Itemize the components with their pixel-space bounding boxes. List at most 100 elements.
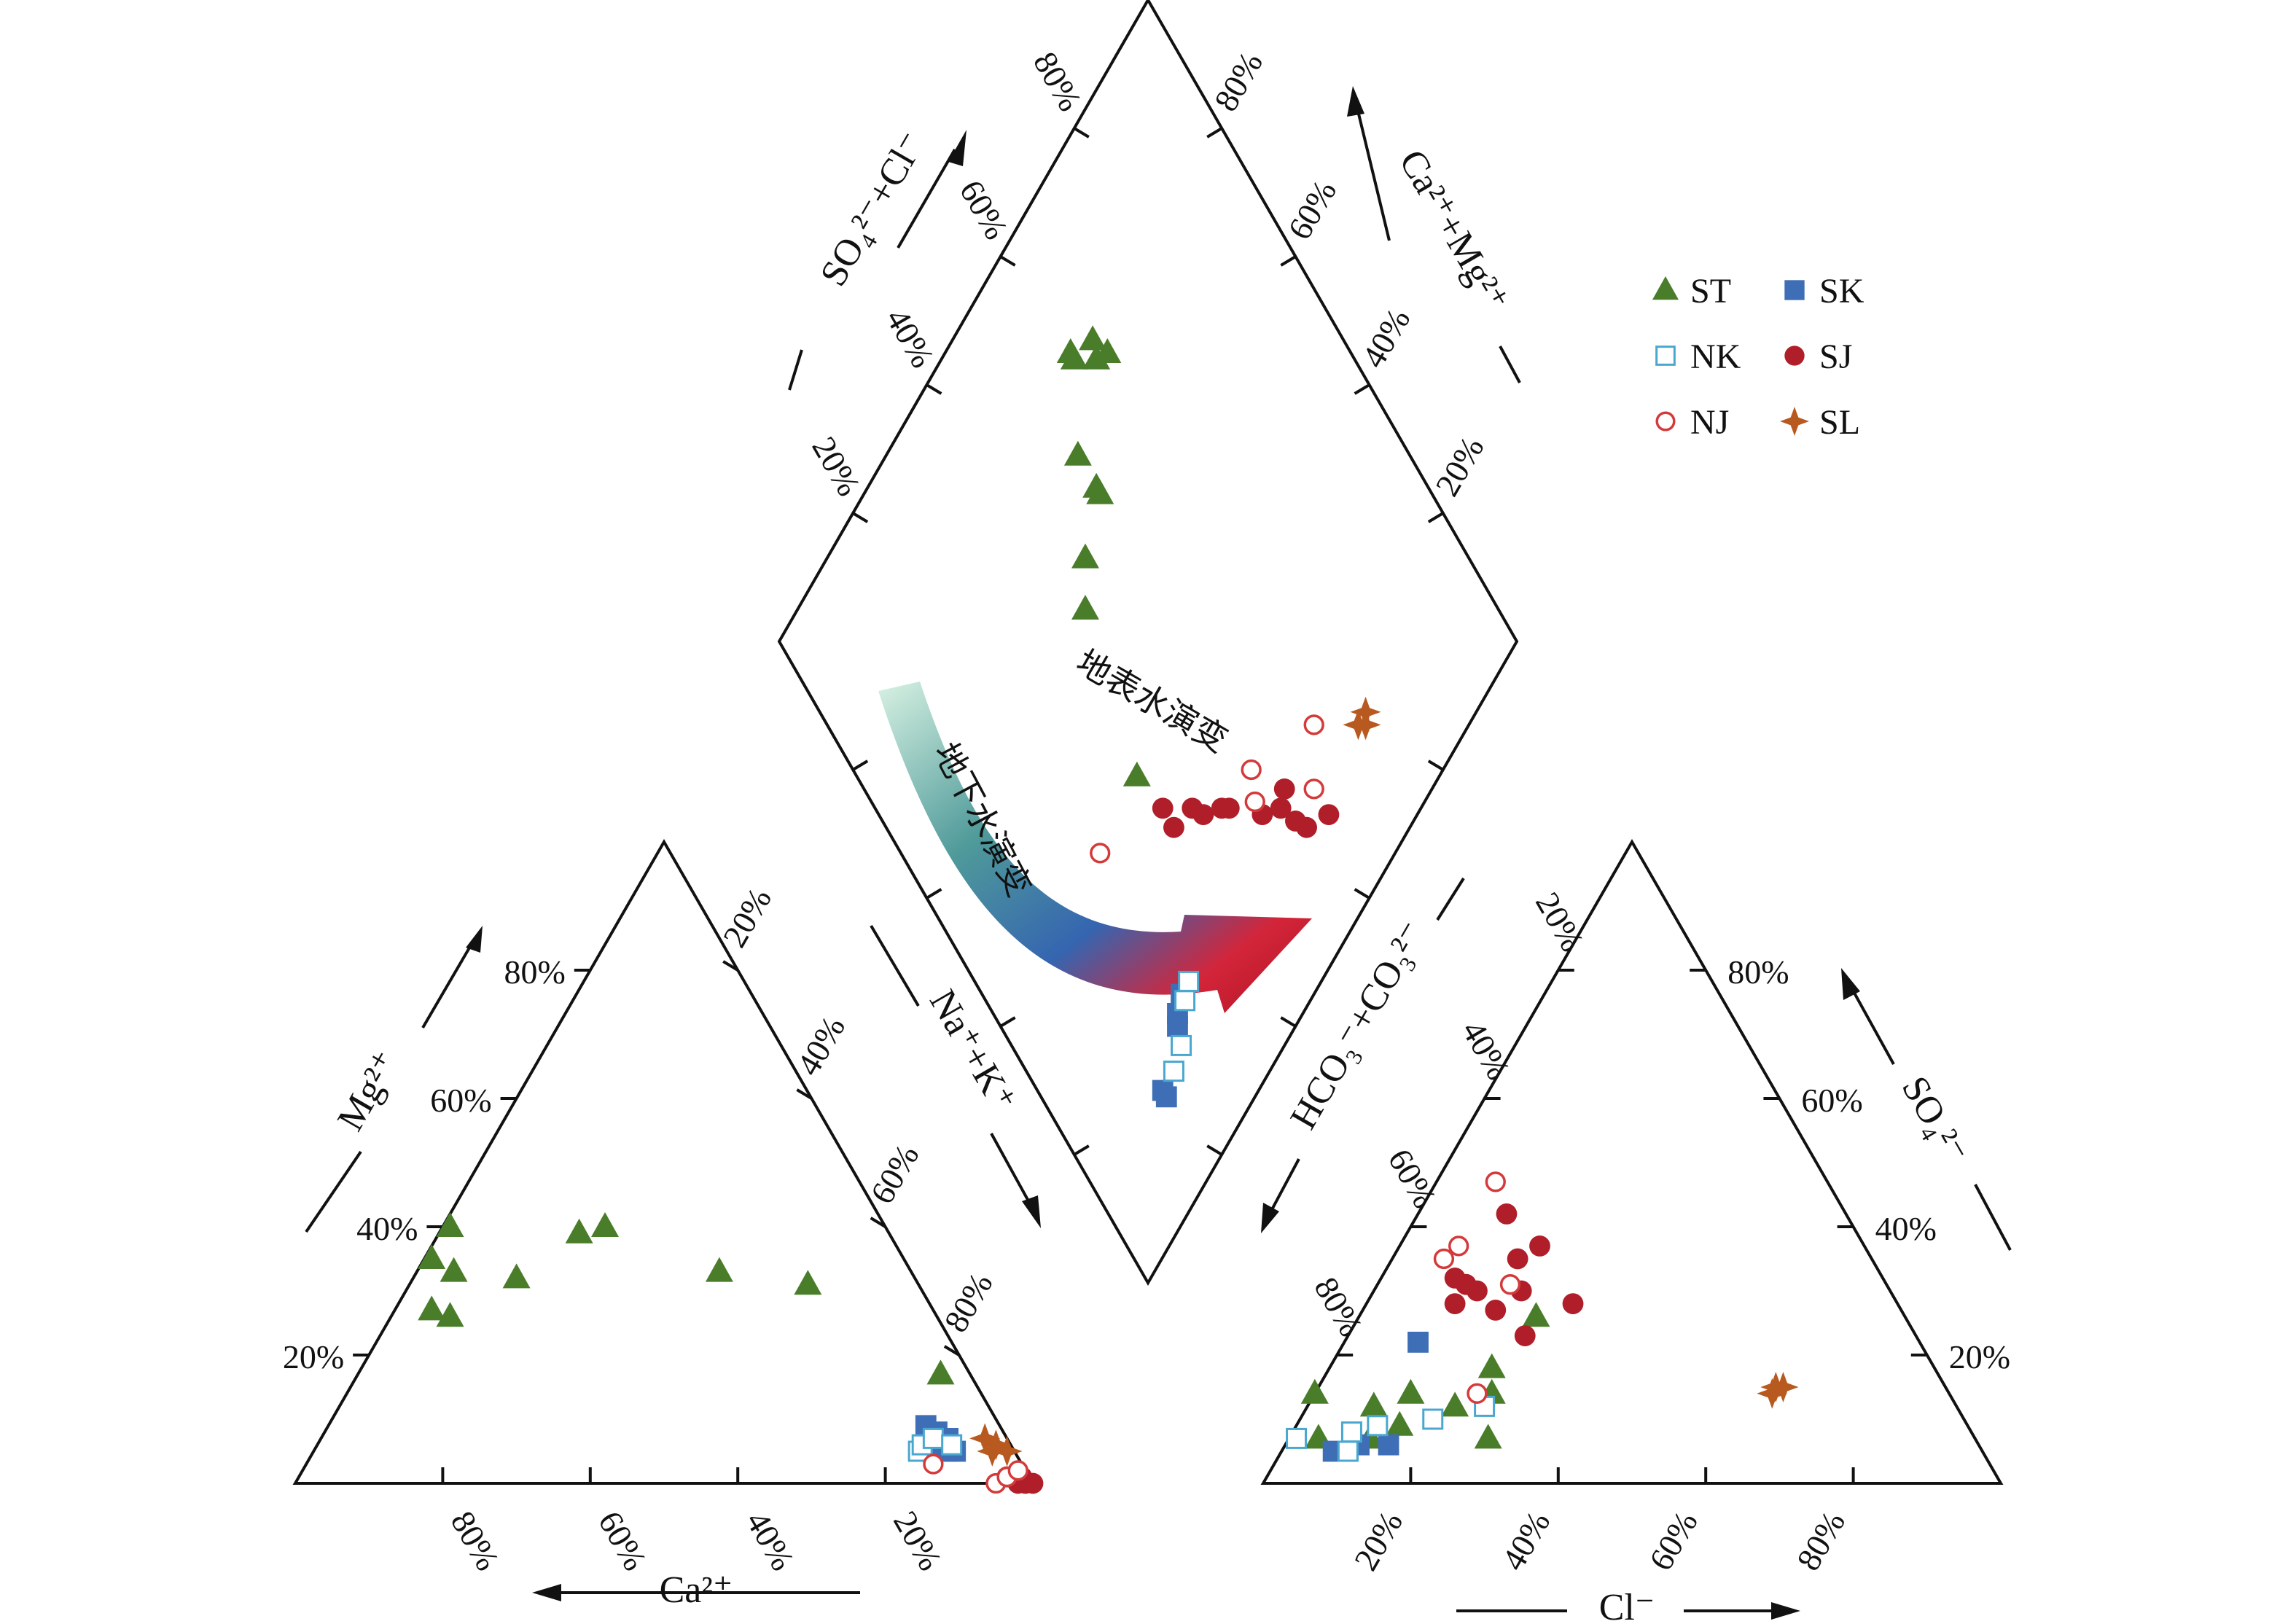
legend-marker-nk (1655, 346, 1676, 366)
point-sj-diamond (1318, 804, 1340, 825)
tick-so4-cl (1073, 127, 1090, 138)
point-sj-diamond (1270, 797, 1292, 819)
tick-label-cl: 40% (1494, 1505, 1557, 1577)
point-nk-cation (922, 1427, 944, 1449)
point-sl-cation (969, 1423, 1001, 1454)
point-sl-anion (1757, 1378, 1788, 1409)
tick-so4-cl (926, 383, 942, 395)
point-sj-anion (1507, 1248, 1528, 1270)
legend-label-nj: NJ (1690, 403, 1729, 442)
point-nk-anion (1286, 1427, 1308, 1449)
point-st-cation (705, 1257, 733, 1282)
point-nj-diamond (1244, 791, 1265, 813)
point-st-diamond (1086, 479, 1114, 504)
point-sj-diamond (1163, 816, 1184, 838)
point-sj-diamond (1218, 797, 1240, 819)
tick-label-mg: 40% (356, 1210, 418, 1247)
tick-label-ca-mg: 40% (1354, 302, 1417, 374)
point-nk-diamond (1163, 1061, 1184, 1082)
tick-label-ca: 80% (444, 1505, 507, 1577)
point-sj-diamond (1296, 816, 1317, 838)
tick-label-na-k: 40% (789, 1010, 852, 1082)
point-st-anion (1477, 1353, 1506, 1378)
point-nk-diamond (1174, 990, 1196, 1012)
point-st-diamond (1082, 344, 1111, 370)
tick-label-ca-mg: 60% (1281, 173, 1343, 246)
tick-diamond-lower-left (999, 1016, 1016, 1028)
tick-label-so4: 80% (1727, 953, 1789, 991)
tick-label-ca: 40% (739, 1505, 802, 1577)
axis-label-ca: Ca²⁺ (660, 1569, 733, 1611)
tick-label-hco3: 20% (1528, 886, 1591, 958)
point-nj-cation (923, 1453, 944, 1475)
point-sj-anion (1529, 1235, 1550, 1257)
legend-marker-sl (1780, 407, 1809, 436)
point-sj-anion (1562, 1293, 1584, 1314)
legend-label-sk: SK (1819, 272, 1864, 311)
point-nk-diamond (1171, 1034, 1192, 1056)
point-nk-anion (1367, 1415, 1389, 1437)
tick-label-so4-cl: 80% (1026, 45, 1089, 117)
legend-label-sj: SJ (1819, 337, 1852, 376)
point-sk-anion (1407, 1332, 1429, 1353)
axis-label-mg: Mg²⁺ (329, 1045, 407, 1138)
axis-label-ca-mg: Ca²⁺+Mg²⁺ (1391, 143, 1516, 319)
point-st-anion (1300, 1378, 1329, 1404)
tick-label-so4: 20% (1949, 1338, 2010, 1375)
tick-diamond-lower-right (1280, 1016, 1297, 1028)
tick-label-mg: 60% (430, 1082, 491, 1119)
tick-so4-cl (852, 512, 869, 523)
tick-diamond-lower-right (1206, 1144, 1223, 1156)
point-sj-cation (1022, 1472, 1044, 1494)
tick-label-mg: 20% (283, 1338, 344, 1375)
tick-ca-mg (1354, 383, 1370, 395)
tick-na-k (722, 960, 739, 972)
cation-triangle (292, 838, 1036, 1485)
point-st-cation (591, 1212, 620, 1237)
tick-label-na-k: 60% (863, 1138, 926, 1210)
point-st-anion (1386, 1410, 1414, 1436)
point-st-cation (440, 1257, 468, 1282)
tick-label-na-k: 80% (937, 1266, 999, 1338)
point-sl-cation (991, 1436, 1023, 1467)
point-st-cation (926, 1359, 955, 1385)
point-st-diamond (1063, 440, 1092, 466)
point-st-cation (418, 1244, 446, 1269)
point-nk-anion (1422, 1408, 1444, 1430)
legend-label-sl: SL (1819, 403, 1860, 442)
axis-label-na-k: Na⁺+K⁺ (921, 983, 1024, 1119)
tick-label-so4: 40% (1875, 1210, 1937, 1247)
tick-label-so4: 60% (1801, 1082, 1862, 1119)
point-st-cation (565, 1218, 593, 1244)
tick-diamond-lower-right (1354, 888, 1370, 899)
point-nk-anion (1337, 1440, 1359, 1462)
sample-points (418, 325, 1799, 1494)
point-sl-anion (1768, 1372, 1799, 1402)
point-st-diamond (1071, 543, 1099, 569)
point-st-diamond (1071, 595, 1099, 620)
tick-label-so4-cl: 20% (805, 430, 867, 502)
point-sk-anion (1378, 1434, 1399, 1456)
legend-marker-nj (1655, 411, 1676, 432)
tick-label-ca: 20% (886, 1505, 949, 1577)
tick-ca-mg (1427, 512, 1444, 523)
point-st-diamond (1122, 761, 1151, 786)
axis-label-cl: Cl⁻ (1599, 1587, 1655, 1624)
tick-label-cl: 60% (1642, 1505, 1705, 1577)
point-nk-cation (941, 1434, 963, 1456)
point-sl-cation (980, 1429, 1012, 1461)
central-diamond (777, 0, 1519, 1287)
tick-ca-mg (1206, 127, 1223, 138)
tick-label-ca-mg: 20% (1428, 430, 1491, 502)
point-sl-diamond (1343, 709, 1374, 741)
point-nj-diamond (1241, 759, 1262, 781)
tick-label-mg: 80% (504, 953, 565, 991)
axis-direction-arrows (305, 86, 2012, 1620)
point-st-anion (1474, 1424, 1502, 1449)
legend-marker-st (1652, 276, 1679, 300)
tick-label-ca: 60% (591, 1505, 654, 1577)
tick-label-cl: 80% (1789, 1505, 1852, 1577)
point-nj-diamond (1090, 843, 1111, 864)
point-sk-diamond (1152, 1080, 1174, 1101)
